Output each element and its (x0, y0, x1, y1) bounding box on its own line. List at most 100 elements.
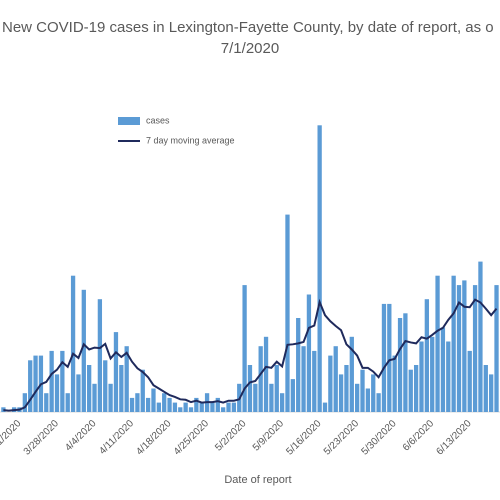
bar (494, 285, 499, 412)
bar (349, 336, 354, 412)
x-axis-title: Date of report (224, 474, 291, 486)
bar (344, 365, 349, 412)
bar (355, 383, 360, 412)
bar (424, 299, 429, 412)
bar (376, 393, 381, 412)
bar (333, 346, 338, 412)
bar (49, 350, 54, 412)
bar (360, 369, 365, 412)
bar (419, 341, 424, 412)
bar (430, 336, 435, 412)
bar (221, 407, 226, 412)
x-tick-label: 5/23/2020 (322, 418, 362, 458)
chart-subtitle: 7/1/2020 (221, 40, 279, 57)
bar (467, 350, 472, 412)
bar (408, 369, 413, 412)
bar (22, 393, 27, 412)
bar (322, 402, 328, 412)
bar (156, 402, 161, 412)
bar (188, 407, 194, 412)
bar (328, 355, 333, 412)
bar (183, 402, 188, 412)
bar (397, 318, 403, 412)
bar (435, 275, 440, 412)
bar (81, 289, 86, 412)
bar (312, 350, 317, 412)
x-tick-label: 5/2/2020 (213, 418, 249, 454)
bar (44, 393, 49, 412)
x-tick-label: 5/30/2020 (359, 418, 399, 458)
bar (365, 388, 371, 412)
bar (113, 332, 119, 412)
legend-label: cases (146, 115, 170, 125)
x-tick-label: 5/16/2020 (284, 418, 324, 458)
bar (371, 374, 376, 412)
bar (489, 374, 494, 412)
bar (87, 365, 92, 412)
legend-label: 7 day moving average (146, 135, 235, 145)
bar (387, 303, 392, 412)
bar (76, 374, 81, 412)
bar (296, 318, 301, 412)
bar (446, 341, 451, 412)
x-tick-label: 4/11/2020 (97, 418, 136, 457)
bar (194, 397, 199, 412)
bar (140, 369, 145, 412)
bar (199, 402, 204, 412)
bar (162, 393, 167, 412)
bar (381, 303, 387, 412)
bar (145, 397, 151, 412)
bar (60, 350, 65, 412)
bar (215, 397, 220, 412)
legend-swatch (118, 117, 140, 125)
bar (135, 393, 140, 412)
x-tick-label: 4/18/2020 (134, 418, 174, 458)
bar (451, 275, 456, 412)
bar (151, 388, 156, 412)
bar (317, 125, 322, 413)
x-tick-label: 5/9/2020 (251, 418, 287, 454)
bar (124, 346, 129, 412)
bar (129, 397, 135, 412)
bar (269, 383, 274, 412)
moving-average-line (3, 298, 498, 412)
bar (306, 294, 312, 412)
bar (54, 374, 60, 412)
bar (483, 365, 488, 412)
bar (103, 360, 108, 412)
bar (258, 346, 263, 412)
bar (242, 285, 247, 412)
bar (210, 402, 215, 412)
bar (472, 285, 478, 412)
x-tick-label: 6/13/2020 (434, 418, 474, 458)
bar (119, 365, 124, 412)
bar (290, 379, 295, 412)
bar (301, 346, 306, 412)
x-tick-label: 4/4/2020 (63, 418, 99, 454)
bar (279, 393, 285, 412)
bar (33, 355, 38, 412)
bar (70, 275, 76, 412)
bar (178, 407, 183, 412)
bar (97, 299, 103, 412)
bar (285, 214, 290, 412)
x-tick-label: 4/25/2020 (172, 418, 212, 458)
bar (247, 365, 253, 412)
bar (167, 397, 172, 412)
bar (263, 336, 269, 412)
bar (456, 285, 462, 412)
bar (392, 355, 397, 412)
chart-title: New COVID-19 cases in Lexington-Fayette … (2, 19, 494, 36)
bar (92, 383, 97, 412)
x-tick-label: 6/6/2020 (401, 418, 437, 454)
x-tick-label: 3/21/2020 (0, 418, 24, 458)
bar (65, 393, 70, 412)
bar (338, 374, 344, 412)
bar (1, 407, 6, 412)
bar (226, 402, 231, 412)
x-tick-label: 3/28/2020 (22, 418, 62, 458)
bar (413, 365, 419, 412)
bar (231, 402, 237, 412)
bar (274, 365, 279, 412)
